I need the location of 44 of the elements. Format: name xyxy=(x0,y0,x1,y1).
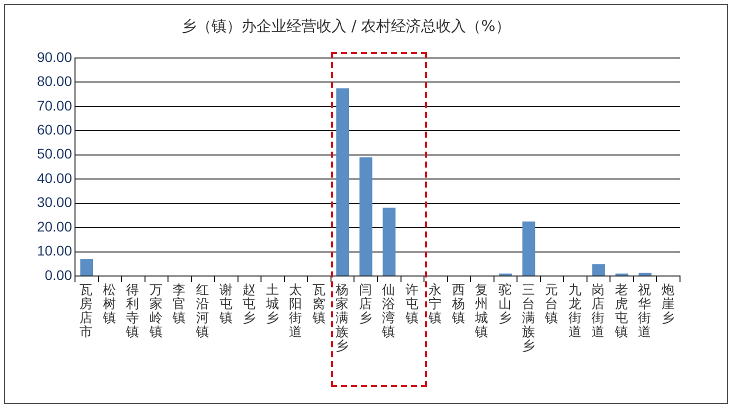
x-tick-label: 瓦窝镇 xyxy=(312,283,326,326)
x-tick-label: 万家岭镇 xyxy=(149,283,164,340)
x-tick-label: 赵屯乡 xyxy=(242,283,257,326)
y-tick-label: 0.00 xyxy=(44,266,72,283)
y-tick-label: 40.00 xyxy=(36,170,72,186)
x-tick-label: 谢屯镇 xyxy=(219,283,234,326)
bar xyxy=(382,208,396,276)
x-tick-label: 老虎屯镇 xyxy=(614,283,629,340)
x-tick-label: 九龙街道 xyxy=(568,283,582,340)
y-tick-label: 50.00 xyxy=(36,146,72,162)
x-tick-label: 岗店街道 xyxy=(592,283,606,340)
x-tick-label: 西杨镇 xyxy=(452,283,466,326)
y-tick-label: 80.00 xyxy=(36,73,72,90)
bar xyxy=(522,222,536,276)
x-tick-label: 李官镇 xyxy=(172,283,187,326)
x-tick-label: 许屯镇 xyxy=(405,283,420,326)
x-tick-label: 驼山乡 xyxy=(498,283,512,326)
bar xyxy=(592,264,605,276)
x-tick-label: 仙浴湾镇 xyxy=(382,283,396,340)
x-tick-label: 闫店乡 xyxy=(358,283,373,326)
x-tick-label: 松树镇 xyxy=(102,283,117,326)
x-tick-label: 瓦房店市 xyxy=(80,283,94,340)
x-tick-label: 三台满族乡 xyxy=(522,283,536,354)
x-tick-label: 土城乡 xyxy=(266,283,280,326)
x-tick-label: 杨家满族乡 xyxy=(336,283,350,354)
y-tick-label: 60.00 xyxy=(36,122,72,138)
x-tick-label: 太阳街道 xyxy=(289,283,304,340)
chart-title: 乡（镇）办企业经营收入 / 农村经济总收入（%） xyxy=(182,16,510,35)
bar xyxy=(336,88,349,276)
y-tick-label: 20.00 xyxy=(36,218,72,234)
y-tick-label: 90.00 xyxy=(36,48,72,65)
x-tick-label: 永宁镇 xyxy=(428,283,443,326)
x-tick-label: 得利寺镇 xyxy=(126,283,140,340)
y-tick-label: 30.00 xyxy=(36,194,72,210)
x-tick-label: 元台镇 xyxy=(545,283,560,326)
x-tick-label: 祝华街道 xyxy=(638,283,652,340)
y-tick-label: 70.00 xyxy=(36,97,72,114)
bar xyxy=(359,157,372,276)
x-tick-label: 炮崖乡 xyxy=(661,283,676,326)
x-tick-label: 红沿河镇 xyxy=(196,283,210,340)
y-tick-label: 10.00 xyxy=(36,242,72,259)
x-tick-label: 复州城镇 xyxy=(475,283,490,340)
bar xyxy=(80,259,94,276)
bar xyxy=(638,272,652,276)
